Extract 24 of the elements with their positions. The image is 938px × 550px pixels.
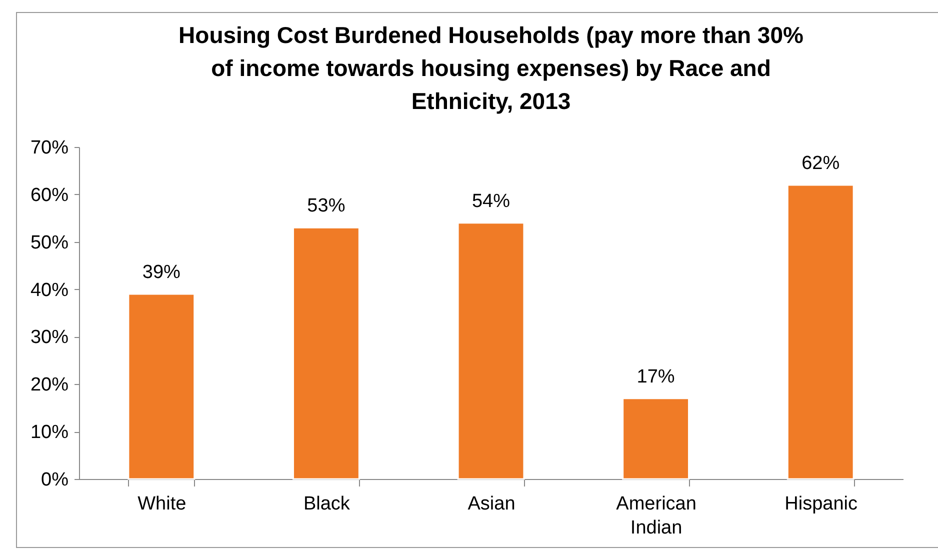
x-tick-label: White <box>138 494 186 514</box>
data-label: 62% <box>802 152 840 174</box>
data-label: 39% <box>142 262 181 284</box>
y-tick-label: 60% <box>30 184 69 206</box>
bar <box>622 398 690 480</box>
y-tick-label: 40% <box>30 280 69 301</box>
y-tick-label: 0% <box>41 470 69 490</box>
x-tick-label: Hispanic <box>784 494 858 514</box>
y-tick-label: 20% <box>30 374 69 396</box>
data-label: 53% <box>307 196 346 217</box>
x-tick-label: Asian <box>468 494 516 514</box>
x-tick-label: American Indian <box>616 494 696 538</box>
bar <box>786 184 854 480</box>
y-tick-label: 50% <box>30 232 69 254</box>
data-label: 54% <box>472 190 510 212</box>
bar <box>457 222 525 480</box>
y-tick-label: 70% <box>30 138 69 158</box>
bar <box>292 226 360 480</box>
chart-title: Housing Cost Burdened Households (pay more than 30% of income towards housing expenses) by Race and Ethnicity, 2013 <box>178 22 804 114</box>
data-label: 17% <box>636 366 675 388</box>
x-tick-label: Black <box>303 494 350 514</box>
y-tick-label: 30% <box>30 327 69 348</box>
y-tick-label: 10% <box>30 422 69 444</box>
bar <box>128 293 196 480</box>
